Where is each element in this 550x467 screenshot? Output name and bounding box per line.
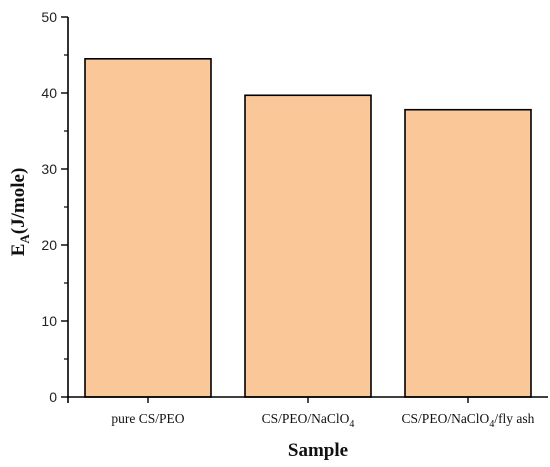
y-axis-title-rest: (J/mole) xyxy=(8,168,29,234)
bar-2 xyxy=(244,94,372,398)
x-category-label: CS/PEO/NaClO4 xyxy=(262,411,355,430)
y-axis-title-sub: A xyxy=(17,234,32,244)
bar-1 xyxy=(84,57,212,398)
bar-3 xyxy=(404,108,532,398)
y-tick-label: 30 xyxy=(41,161,57,177)
y-tick-label: 50 xyxy=(41,9,57,25)
bars-group xyxy=(84,57,532,398)
x-category-label: CS/PEO/NaClO4/fly ash xyxy=(402,411,535,430)
y-tick-label: 40 xyxy=(41,85,57,101)
y-axis-title: EA(J/mole) xyxy=(8,168,32,257)
y-ticks-group: 0 10 20 30 40 50 xyxy=(41,9,68,405)
x-category-label: pure CS/PEO xyxy=(111,411,184,426)
y-tick-label: 0 xyxy=(49,389,57,405)
x-axis-title: Sample xyxy=(288,440,348,461)
y-axis-title-main: E xyxy=(8,244,29,257)
y-tick-label: 10 xyxy=(41,313,57,329)
y-tick-label: 20 xyxy=(41,237,57,253)
x-category-labels: pure CS/PEO CS/PEO/NaClO4 CS/PEO/NaClO4/fl… xyxy=(111,397,535,430)
